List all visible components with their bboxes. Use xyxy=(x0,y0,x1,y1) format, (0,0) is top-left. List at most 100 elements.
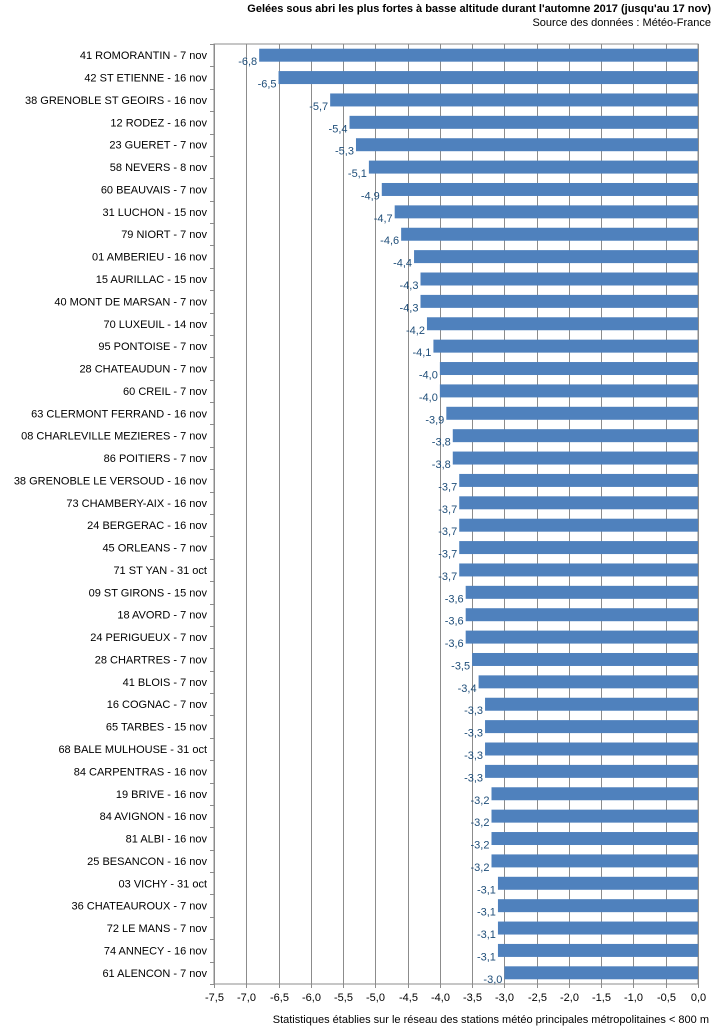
bar xyxy=(491,854,698,868)
category-label: 60 BEAUVAIS - 7 nov xyxy=(101,184,208,196)
x-tick-label: -5,0 xyxy=(366,992,385,1004)
data-label: -5,7 xyxy=(309,101,328,113)
data-label: -3,0 xyxy=(483,974,502,986)
bar xyxy=(497,921,698,935)
data-label: -3,7 xyxy=(438,504,457,516)
data-label: -3,8 xyxy=(432,459,451,471)
data-label: -3,7 xyxy=(438,571,457,583)
data-label: -3,9 xyxy=(425,414,444,426)
bar xyxy=(259,48,698,62)
data-label: -4,1 xyxy=(412,347,431,359)
data-label: -3,8 xyxy=(432,437,451,449)
category-label: 28 CHARTRES - 7 nov xyxy=(95,654,208,666)
data-label: -3,5 xyxy=(451,660,470,672)
data-label: -3,2 xyxy=(471,862,490,874)
data-label: -3,6 xyxy=(445,638,464,650)
category-label: 45 ORLEANS - 7 nov xyxy=(102,543,207,555)
category-label: 42 ST ETIENNE - 16 nov xyxy=(84,73,207,85)
bar xyxy=(504,966,698,980)
x-tick-label: -3,5 xyxy=(463,992,482,1004)
category-label: 65 TARBES - 15 nov xyxy=(106,722,208,734)
x-tick-label: -3,0 xyxy=(495,992,514,1004)
data-label: -3,4 xyxy=(458,683,477,695)
category-label: 81 ALBI - 16 nov xyxy=(126,834,208,846)
bar xyxy=(459,496,698,510)
x-tick-label: -2,0 xyxy=(560,992,579,1004)
data-label: -4,7 xyxy=(374,213,393,225)
category-label: 68 BALE MULHOUSE - 31 oct xyxy=(58,744,207,756)
data-label: -4,9 xyxy=(361,190,380,202)
category-label: 01 AMBERIEU - 16 nov xyxy=(92,252,207,264)
data-label: -6,8 xyxy=(238,56,257,68)
bar xyxy=(459,563,698,577)
x-tick-label: -6,0 xyxy=(302,992,321,1004)
category-label: 18 AVORD - 7 nov xyxy=(117,610,207,622)
bar xyxy=(459,541,698,555)
category-label: 84 AVIGNON - 16 nov xyxy=(100,811,208,823)
data-label: -3,1 xyxy=(477,907,496,919)
x-tick-label: -4,0 xyxy=(431,992,450,1004)
category-label: 41 ROMORANTIN - 7 nov xyxy=(80,50,208,62)
bar xyxy=(420,294,698,308)
bar xyxy=(459,518,698,532)
category-label: 95 PONTOISE - 7 nov xyxy=(98,341,207,353)
bar xyxy=(420,272,698,286)
data-label: -4,6 xyxy=(380,235,399,247)
data-label: -3,7 xyxy=(438,526,457,538)
bar xyxy=(491,832,698,846)
x-tick-label: -1,0 xyxy=(624,992,643,1004)
bar xyxy=(472,652,698,666)
bar xyxy=(355,138,698,152)
data-label: -3,6 xyxy=(445,616,464,628)
data-label: -6,5 xyxy=(258,79,277,91)
x-tick-label: -5,5 xyxy=(334,992,353,1004)
bar xyxy=(446,406,698,420)
data-label: -3,1 xyxy=(477,884,496,896)
bar xyxy=(465,608,698,622)
data-label: -4,0 xyxy=(419,392,438,404)
category-label: 25 BESANCON - 16 nov xyxy=(87,856,207,868)
x-tick-label: -1,5 xyxy=(592,992,611,1004)
category-label: 73 CHAMBERY-AIX - 16 nov xyxy=(66,498,207,510)
bar xyxy=(381,182,698,196)
bar xyxy=(278,71,698,85)
category-label: 23 GUERET - 7 nov xyxy=(109,140,207,152)
x-tick-label: -7,5 xyxy=(205,992,224,1004)
category-label: 36 CHATEAUROUX - 7 nov xyxy=(71,901,207,913)
data-label: -5,1 xyxy=(348,168,367,180)
data-label: -3,3 xyxy=(464,750,483,762)
data-label: -3,7 xyxy=(438,549,457,561)
data-label: -3,2 xyxy=(471,795,490,807)
data-label: -3,2 xyxy=(471,817,490,829)
bar xyxy=(330,93,698,107)
x-tick-label: -7,0 xyxy=(237,992,256,1004)
bar xyxy=(497,899,698,913)
data-label: -3,3 xyxy=(464,728,483,740)
category-label: 31 LUCHON - 15 nov xyxy=(102,207,207,219)
data-label: -3,2 xyxy=(471,840,490,852)
x-tick-label: -2,5 xyxy=(528,992,547,1004)
data-label: -5,4 xyxy=(329,123,348,135)
bar xyxy=(491,809,698,823)
x-tick-label: -4,5 xyxy=(399,992,418,1004)
category-label: 15 AURILLAC - 15 nov xyxy=(96,274,208,286)
bar xyxy=(414,250,698,264)
bar xyxy=(368,160,698,174)
data-label: -4,3 xyxy=(400,302,419,314)
data-label: -3,1 xyxy=(477,929,496,941)
category-label: 12 RODEZ - 16 nov xyxy=(110,117,207,129)
category-label: 58 NEVERS - 8 nov xyxy=(110,162,208,174)
data-label: -3,1 xyxy=(477,951,496,963)
bar-chart: -7,5 -7,0 -6,5 -6,0 -5,5 -5,0 -4,5 -4,0 -3,5 -3,0… xyxy=(14,43,706,1004)
bar xyxy=(452,429,698,443)
category-label: 72 LE MANS - 7 nov xyxy=(107,923,208,935)
category-label: 28 CHATEAUDUN - 7 nov xyxy=(79,364,207,376)
bar xyxy=(491,787,698,801)
category-label: 40 MONT DE MARSAN - 7 nov xyxy=(54,296,207,308)
category-label: 09 ST GIRONS - 15 nov xyxy=(89,587,208,599)
bar xyxy=(439,362,698,376)
bar xyxy=(485,742,698,756)
bar xyxy=(439,384,698,398)
bar xyxy=(452,451,698,465)
bar xyxy=(433,339,698,353)
